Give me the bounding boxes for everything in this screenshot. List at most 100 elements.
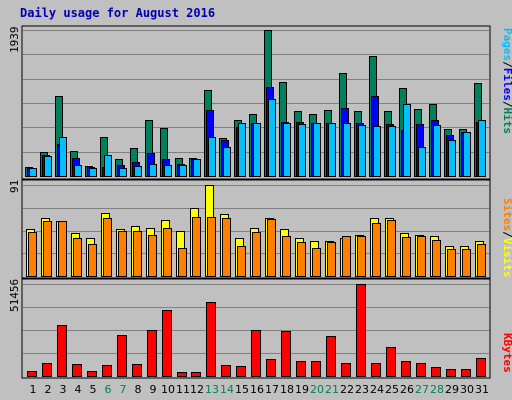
kbytes-max-label: 51456: [8, 279, 21, 312]
day-label-17: 17: [265, 383, 279, 396]
sites-bar-day-1: [28, 232, 37, 277]
day-label-12: 12: [190, 383, 204, 396]
pages-bar-day-20: [313, 123, 321, 177]
kbytes-bar-day-28: [431, 367, 441, 377]
day-label-20: 20: [310, 383, 324, 396]
kbytes-bar-day-8: [132, 364, 142, 377]
sites-bar-day-20: [312, 248, 321, 277]
sites-bar-day-25: [387, 220, 396, 277]
kbytes-bar-day-20: [311, 361, 321, 377]
sites-bar-day-31: [477, 244, 486, 277]
day-label-19: 19: [295, 383, 309, 396]
visits-sites-max-label: 91: [8, 180, 21, 193]
top-side-legend: Pages/Files/Hits: [501, 28, 512, 134]
legend-pages: Pages: [501, 28, 512, 61]
sites-bar-day-8: [133, 231, 142, 277]
kbytes-bar-day-30: [461, 369, 471, 377]
sites-bar-day-30: [462, 249, 471, 277]
pages-bar-day-22: [343, 123, 351, 177]
sites-bar-day-29: [447, 249, 456, 277]
sites-bar-day-14: [222, 218, 231, 277]
day-label-16: 16: [250, 383, 264, 396]
sites-bar-day-21: [327, 242, 336, 277]
sites-bar-day-24: [372, 223, 381, 277]
kbytes-bar-day-25: [386, 347, 396, 377]
day-labels: 1 2 3 4 5 6 7 8 9 10 11 12 13 14 15 16 17 18 19 20 21 22 23 24 2…: [30, 383, 490, 396]
day-label-15: 15: [235, 383, 249, 396]
pages-bar-day-18: [283, 123, 291, 177]
kbytes-bar-day-9: [147, 330, 157, 377]
sites-bar-day-5: [88, 244, 97, 277]
sites-bar-day-7: [118, 231, 127, 277]
day-label-2: 2: [45, 383, 52, 396]
kbytes-bar-day-27: [416, 363, 426, 377]
kbytes-bar-day-3: [57, 325, 67, 377]
day-label-7: 7: [120, 383, 127, 396]
kbytes-bar-day-11: [177, 372, 187, 377]
pages-bar-day-23: [358, 125, 366, 177]
sites-bar-day-2: [43, 221, 52, 277]
kbytes-bar-day-5: [87, 371, 97, 377]
legend-sep-2: /: [501, 101, 512, 108]
pages-bar-day-19: [298, 124, 306, 177]
legend-sites: Sites: [501, 198, 512, 231]
pages-bar-day-13: [208, 137, 216, 177]
day-label-25: 25: [385, 383, 399, 396]
day-label-27: 27: [415, 383, 429, 396]
kbytes-bar-day-14: [221, 365, 231, 377]
pages-bar-day-5: [89, 168, 97, 177]
middle-side-legend: Sites/Visits: [501, 198, 512, 278]
bars-layer: [25, 30, 486, 377]
pages-bar-day-12: [193, 159, 201, 177]
pages-bar-day-16: [253, 123, 261, 177]
pages-bar-day-2: [44, 156, 52, 177]
kbytes-bar-day-4: [72, 364, 82, 377]
kbytes-bar-day-6: [102, 365, 112, 377]
kbytes-bar-day-10: [162, 310, 172, 377]
kbytes-bar-day-13: [206, 302, 216, 377]
day-label-8: 8: [135, 383, 142, 396]
sites-bar-day-17: [267, 219, 276, 277]
sites-bar-day-15: [237, 246, 246, 277]
pages-bar-day-27: [418, 147, 426, 177]
day-label-21: 21: [325, 383, 339, 396]
pages-bar-day-11: [179, 165, 187, 177]
pages-bar-day-8: [134, 166, 142, 177]
day-label-18: 18: [280, 383, 294, 396]
sites-bar-day-12: [192, 217, 201, 277]
day-label-10: 10: [161, 383, 175, 396]
kbytes-bar-day-24: [371, 363, 381, 377]
kbytes-bar-day-26: [401, 361, 411, 377]
day-label-23: 23: [355, 383, 369, 396]
kbytes-bar-day-1: [27, 371, 37, 377]
kbytes-bar-day-15: [236, 366, 246, 377]
sites-bar-day-6: [103, 218, 112, 277]
day-label-29: 29: [445, 383, 459, 396]
sites-bar-day-22: [342, 236, 351, 277]
pages-bar-day-28: [433, 125, 441, 177]
legend-sep-3: /: [501, 231, 512, 238]
day-label-30: 30: [460, 383, 474, 396]
day-label-9: 9: [150, 383, 157, 396]
kbytes-bar-day-7: [117, 335, 127, 377]
legend-visits: Visits: [501, 238, 512, 278]
pages-bar-day-31: [478, 120, 486, 177]
hits-files-pages-max-label: 1939: [8, 27, 21, 54]
kbytes-bar-day-23: [356, 284, 366, 377]
day-label-11: 11: [176, 383, 190, 396]
pages-bar-day-25: [388, 126, 396, 177]
day-label-1: 1: [30, 383, 37, 396]
pages-bar-day-14: [223, 147, 231, 177]
legend-sep-1: /: [501, 61, 512, 68]
day-label-22: 22: [340, 383, 354, 396]
pages-bar-day-7: [119, 168, 127, 177]
day-label-31: 31: [475, 383, 489, 396]
sites-bar-day-23: [357, 236, 366, 277]
kbytes-bar-day-18: [281, 331, 291, 377]
kbytes-bar-day-22: [341, 363, 351, 377]
bottom-side-legend: KBytes: [501, 333, 512, 373]
legend-files: Files: [501, 68, 512, 101]
day-label-24: 24: [370, 383, 384, 396]
sites-bar-day-10: [163, 228, 172, 277]
kbytes-bar-day-29: [446, 369, 456, 377]
